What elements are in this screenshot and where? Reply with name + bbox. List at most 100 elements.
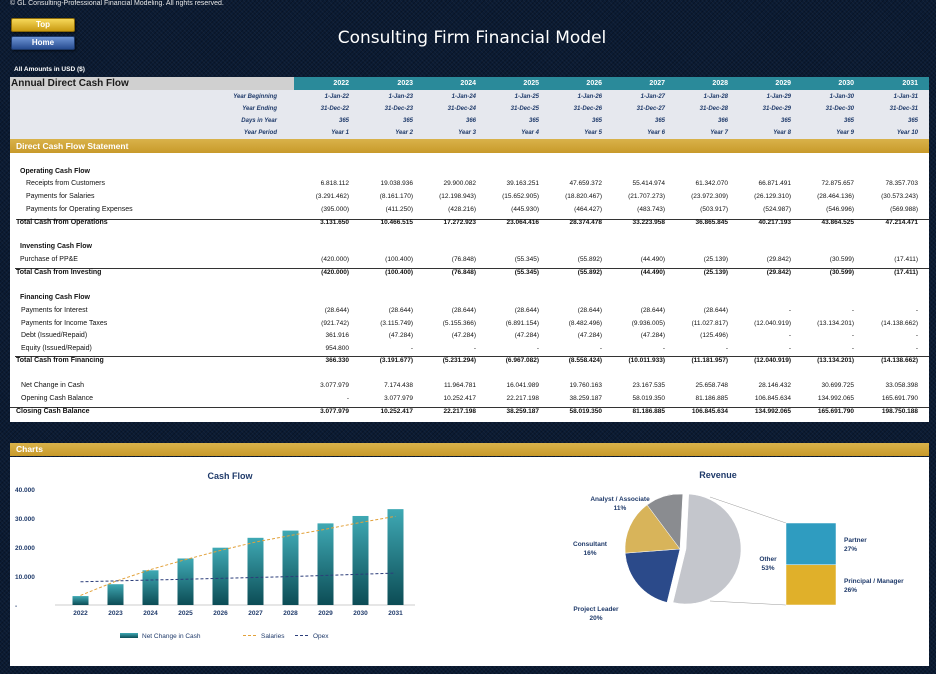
info-row-value: 31-Dec-30 [825,106,854,112]
row-value: (10.011.933) [628,357,665,364]
underline-divider [15,356,929,357]
table-row: Payments for Interest (28.644) (28.644) (28… [10,307,929,319]
info-row-value: 1-Jan-31 [893,94,918,100]
row-label: Payments for Interest [21,307,88,314]
row-value: (12.040.919) [754,319,791,327]
row-value: (30.599) [829,269,854,276]
info-row-label: Year Ending [242,106,277,112]
info-row-value: 365 [654,118,665,124]
row-value: (524.987) [763,206,791,213]
row-value: - [915,307,918,314]
info-row-value: 1-Jan-27 [640,94,665,100]
info-row-value: 1-Jan-25 [514,94,539,100]
chart-title: Cash Flow [207,471,253,481]
row-value: (14.138.662) [881,319,918,327]
year-header: 2024 [460,80,476,87]
row-value: (30.599) [829,256,854,263]
row-value: 11.964.781 [443,382,476,389]
row-value: (30.573.243) [881,193,918,200]
y-tick-label: 30.000 [15,516,35,523]
y-tick-label: 10.000 [15,574,35,581]
info-row-value: Year 6 [647,130,665,136]
breakdown-label: Partner [844,537,867,544]
row-value: (18.820.467) [565,193,602,200]
row-value: 3.131.650 [320,219,349,226]
row-value: - [851,332,854,339]
row-value: 198.750.188 [881,408,918,415]
row-value: (17.411) [894,269,918,276]
info-row-value: 31-Dec-24 [447,106,476,112]
row-value: - [915,332,918,339]
info-row-value: 1-Jan-30 [829,94,854,100]
row-label: Total Cash from Financing [16,357,104,364]
row-value: (3.115.749) [380,319,413,327]
row-value: 29.900.082 [443,180,476,187]
info-row-value: 31-Dec-29 [762,106,791,112]
x-tick-label: 2022 [73,610,88,617]
row-value: (28.644) [324,307,349,314]
row-value: 78.357.703 [885,180,918,187]
breakdown-percent: 26% [844,587,857,594]
row-value: (14.138.662) [881,357,918,364]
info-row-value: Year 4 [521,130,539,136]
connector-line [709,496,787,524]
info-row-value: 366 [717,118,728,124]
row-value: (28.464.136) [817,193,854,200]
series-line [80,515,396,596]
underline-divider [20,219,929,220]
row-value: 7.174.438 [384,382,413,389]
row-value: 19.760.163 [569,382,602,389]
row-value: 3.077.979 [384,395,413,402]
x-tick-label: 2029 [318,610,333,617]
row-value: 36.865.845 [695,219,728,226]
bar [387,509,404,605]
row-value: (3.291.462) [315,193,349,200]
row-value: 17.272.923 [443,219,476,226]
info-row-value: 31-Dec-28 [699,106,728,112]
pie-slice [624,504,681,554]
row-value: (55.345) [514,256,539,263]
info-row-value: Year 3 [458,130,476,136]
series-line [80,572,396,583]
row-value: 47.659.372 [569,180,602,187]
currency-note: All Amounts in USD ($) [14,66,85,73]
table-row: Payments for Salaries (3.291.462) (8.161.1… [10,193,929,205]
row-value: (28.644) [451,307,476,314]
row-label: Payments for Income Taxes [21,319,108,327]
x-tick-label: 2030 [353,610,368,617]
row-value: (464.427) [574,206,602,213]
row-value: (15.652.905) [502,193,539,200]
table-row: Payments for Income Taxes (921.742) (3.115… [10,320,929,332]
row-label: Total Cash from Operations [16,219,108,226]
bar [282,530,299,605]
info-row-value: 365 [780,118,791,124]
row-value: - [346,395,349,402]
row-value: (8.558.424) [568,357,602,364]
row-value: (12.198.943) [439,193,476,200]
row-value: 30.699.725 [821,382,854,389]
breakdown-segment [785,564,837,606]
slice-percent: 11% [614,505,627,512]
section-title-bar: Direct Cash Flow Statement [10,139,929,153]
home-button[interactable]: Home [11,36,75,50]
info-row-value: Year 8 [773,130,791,136]
row-value: 33.223.958 [632,219,665,226]
row-value: 28.146.432 [758,382,791,389]
row-value: 16.041.989 [506,382,539,389]
copyright-notice: © GL Consulting-Professional Financial M… [10,0,224,7]
group-heading: Operating Cash Flow [20,168,91,175]
info-row-value: 31-Dec-23 [384,106,413,112]
row-value: 40.217.193 [758,219,791,226]
row-value: (47.284) [451,332,476,339]
row-value: (28.644) [703,307,728,314]
year-header: 2031 [902,80,918,87]
row-value: (44.490) [640,256,665,263]
info-row-value: 1-Jan-28 [703,94,728,100]
row-value: 134.992.065 [754,408,791,415]
row-value: (11.027.817) [691,319,728,327]
row-value: (8.161.170) [379,193,413,200]
top-button[interactable]: Top [11,18,75,32]
row-value: 66.871.491 [758,180,791,187]
row-value: (100.400) [385,269,413,276]
slice-label: Other [759,556,777,563]
